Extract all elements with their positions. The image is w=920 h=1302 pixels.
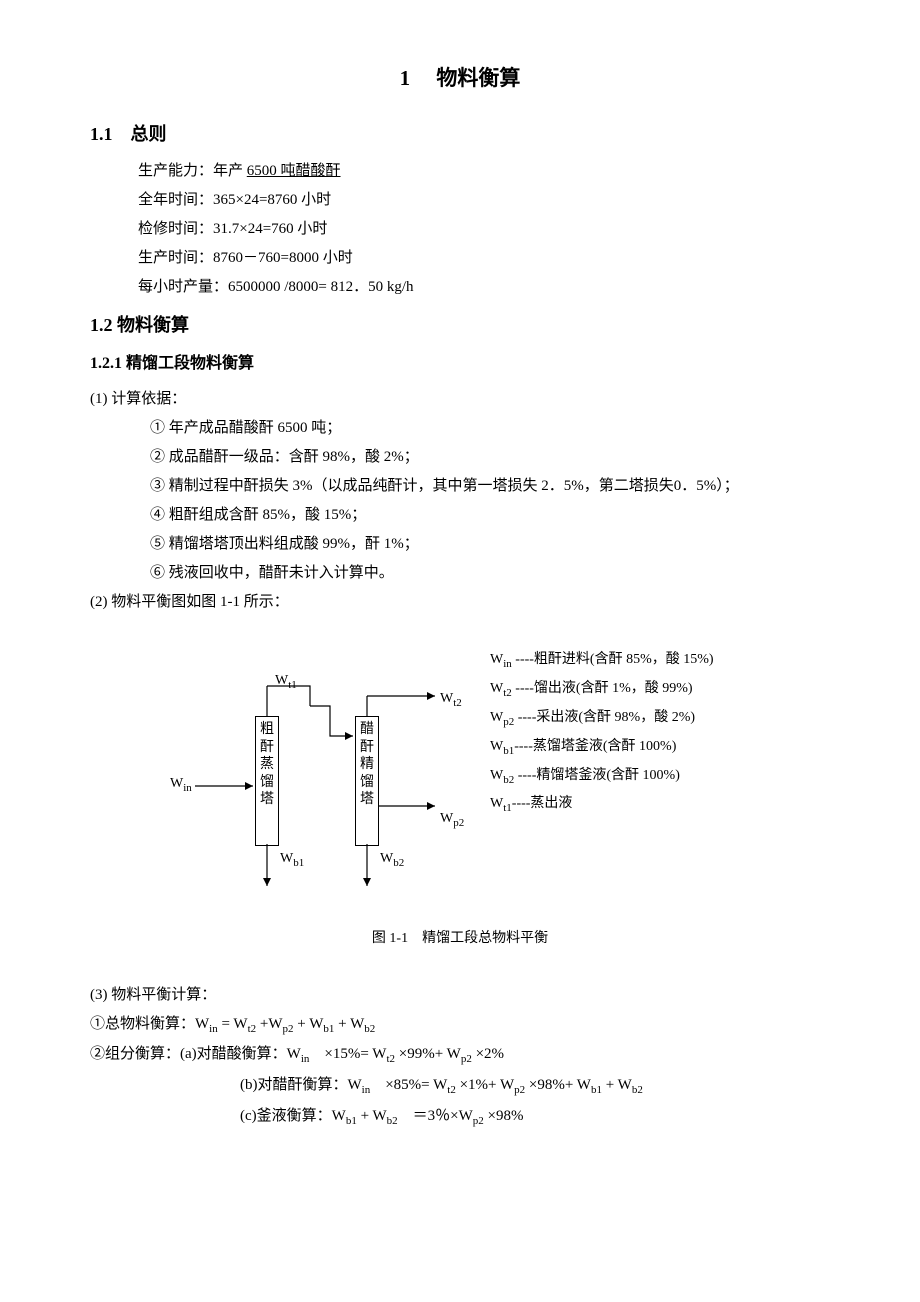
maint-time: 检修时间：31.7×24=760 小时 [90,216,830,243]
section-1-2-heading: 1.2 物料衡算 [90,309,830,341]
basis-item: ⑤ 精馏塔塔顶出料组成酸 99%，酐 1%； [90,531,830,558]
legend-row: Wb2 ----精馏塔釜液(含酐 100%) [490,762,714,791]
eq-comp-a: ②组分衡算：(a)对醋酸衡算：Win ×15%= Wt2 ×99%+ Wp2 ×… [90,1041,830,1070]
eq-comp-c: (c)釜液衡算：Wb1 + Wb2 ＝3％×Wp2 ×98% [90,1103,830,1132]
chapter-name: 物料衡算 [436,66,520,90]
eq-total: ①总物料衡算：Win = Wt2 +Wp2 + Wb1 + Wb2 [90,1011,830,1040]
hourly-output: 每小时产量：6500000 /8000= 812．50 kg/h [90,274,830,301]
basis-item: ④ 粗酐组成含酐 85%，酸 15%； [90,502,830,529]
figure-caption: 图 1-1 精馏工段总物料平衡 [90,926,830,951]
eq-comp-b: (b)对醋酐衡算：Win ×85%= Wt2 ×1%+ Wp2 ×98%+ Wb… [90,1072,830,1101]
figure-legend: Win ----粗酐进料(含酐 85%，酸 15%) Wt2 ----馏出液(含… [490,646,714,819]
label-wt1: Wt1 [275,668,297,696]
capacity-line: 生产能力：年产 6500 吨醋酸酐 [90,158,830,185]
legend-row: Wt2 ----馏出液(含酐 1%，酸 99%) [490,675,714,704]
label-wb2: Wb2 [380,846,404,874]
legend-row: Wb1----蒸馏塔釜液(含酐 100%) [490,733,714,762]
flow-diagram: 粗 酐 蒸 馏 塔 醋 酐 精 馏 塔 [140,646,460,906]
chapter-num: 1 [400,66,411,90]
basis-item: ⑥ 残液回收中，醋酐未计入计算中。 [90,560,830,587]
capacity-value: 6500 吨醋酸酐 [247,163,341,179]
label-wt2: Wt2 [440,686,462,714]
label-wb1: Wb1 [280,846,304,874]
basis-item: ② 成品醋酐一级品：含酐 98%，酸 2%； [90,444,830,471]
legend-row: Wt1----蒸出液 [490,790,714,819]
basis-label: (1) 计算依据： [90,386,830,413]
figure-1-1: 粗 酐 蒸 馏 塔 醋 酐 精 馏 塔 [90,646,830,951]
chapter-title: 1 物料衡算 [90,60,830,98]
year-time: 全年时间：365×24=8760 小时 [90,187,830,214]
prod-time: 生产时间：8760－760=8000 小时 [90,245,830,272]
legend-row: Wp2 ----采出液(含酐 98%，酸 2%) [490,704,714,733]
legend-row: Win ----粗酐进料(含酐 85%，酸 15%) [490,646,714,675]
capacity-label: 生产能力：年产 [138,163,247,179]
calc-label: (3) 物料平衡计算： [90,982,830,1009]
section-1-1-heading: 1.1 总则 [90,118,830,150]
figure-ref: (2) 物料平衡图如图 1-1 所示： [90,589,830,616]
section-1-2-1-heading: 1.2.1 精馏工段物料衡算 [90,350,830,379]
label-win: Win [170,771,192,799]
basis-item: ① 年产成品醋酸酐 6500 吨； [90,415,830,442]
basis-item: ③ 精制过程中酐损失 3%（以成品纯酐计，其中第一塔损失 2．5%，第二塔损失0… [90,473,830,500]
label-wp2: Wp2 [440,806,464,834]
